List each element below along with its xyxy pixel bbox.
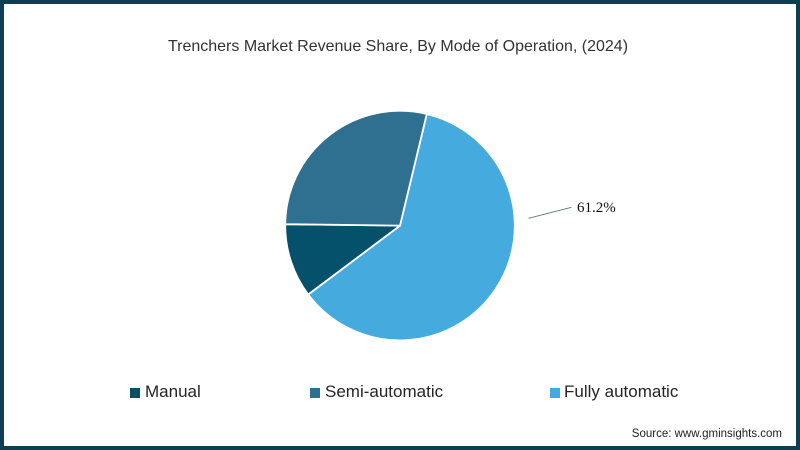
svg-text:61.2%: 61.2% — [577, 200, 616, 216]
